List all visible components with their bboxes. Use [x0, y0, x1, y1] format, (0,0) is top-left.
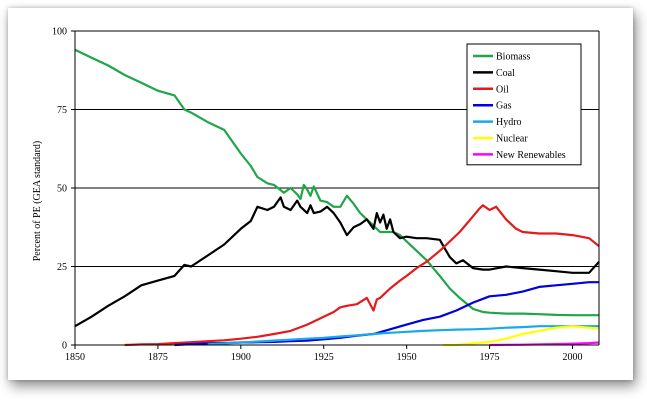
- y-tick-label-0: 0: [62, 341, 67, 352]
- tick-labels: 0 25 50 75 100 1850 1875 1900 1925 1950 1975 2000: [52, 27, 582, 364]
- legend-label-oil: Oil: [496, 84, 509, 95]
- y-tick-label-100: 100: [52, 27, 67, 38]
- x-tick-label-1875: 1875: [148, 352, 168, 363]
- series-line-coal: [74, 196, 600, 328]
- legend-label-new-renewables: New Renewables: [496, 150, 566, 161]
- series-line-nuclear: [443, 325, 600, 347]
- series-line-biomass: [74, 48, 599, 317]
- y-tick-label-75: 75: [57, 105, 67, 116]
- energy-share-chart: 0 25 50 75 100 1850 1875 1900 1925 1950 1975 2000 P…: [32, 27, 600, 364]
- x-tick-label-1850: 1850: [65, 352, 85, 363]
- y-tick-label-50: 50: [57, 184, 67, 195]
- legend-label-biomass: Biomass: [496, 52, 531, 63]
- x-tick-label-1975: 1975: [480, 352, 500, 363]
- legend: Biomass Coal Oil Gas Hydro Nuclear New Renewab…: [466, 43, 582, 166]
- legend-label-nuclear: Nuclear: [496, 134, 528, 145]
- x-tick-label-1950: 1950: [397, 352, 417, 363]
- chart-frame: 0 25 50 75 100 1850 1875 1900 1925 1950 1975 2000 P…: [8, 8, 633, 380]
- axes: [71, 30, 600, 349]
- legend-label-hydro: Hydro: [496, 117, 522, 128]
- y-axis-label: Percent of PE (GEA standard): [32, 141, 43, 262]
- series-line-hydro: [207, 325, 599, 346]
- legend-label-gas: Gas: [496, 101, 512, 112]
- series-line-oil: [124, 204, 600, 347]
- legend-label-coal: Coal: [496, 68, 515, 79]
- x-tick-label-1900: 1900: [231, 352, 251, 363]
- x-tick-label-1925: 1925: [314, 352, 334, 363]
- y-tick-label-25: 25: [57, 262, 67, 273]
- x-tick-label-2000: 2000: [562, 352, 582, 363]
